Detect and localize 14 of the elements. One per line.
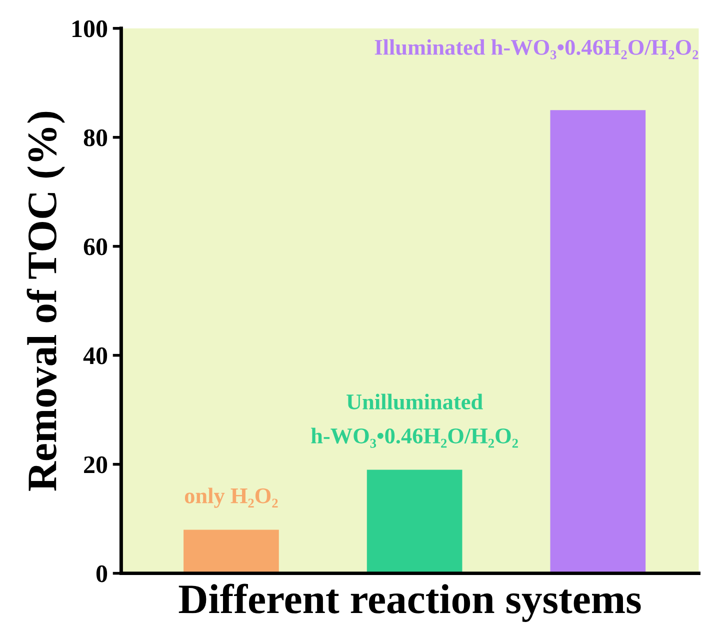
y-tick-label: 40 <box>83 347 108 364</box>
bar <box>366 470 462 574</box>
y-tick-label: 60 <box>84 238 108 256</box>
y-tick-label: 20 <box>84 456 108 474</box>
bar <box>184 530 279 574</box>
y-tick-label: 0 <box>96 565 108 582</box>
annotation: Illuminated h-WO₃•0.46H₂O/H₂O₂ <box>374 39 698 60</box>
y-tick-label: 100 <box>72 20 108 38</box>
annotation: Unilluminated h-WO₃•0.46H₂O/H₂O₂ <box>311 394 518 448</box>
y-axis-title: Removal of TOC (%) <box>26 112 65 491</box>
x-axis-title: Different reaction systems <box>178 584 641 622</box>
y-tick-label: 80 <box>84 129 108 146</box>
bar <box>550 110 646 574</box>
annotation: only H₂O₂ <box>184 488 278 508</box>
